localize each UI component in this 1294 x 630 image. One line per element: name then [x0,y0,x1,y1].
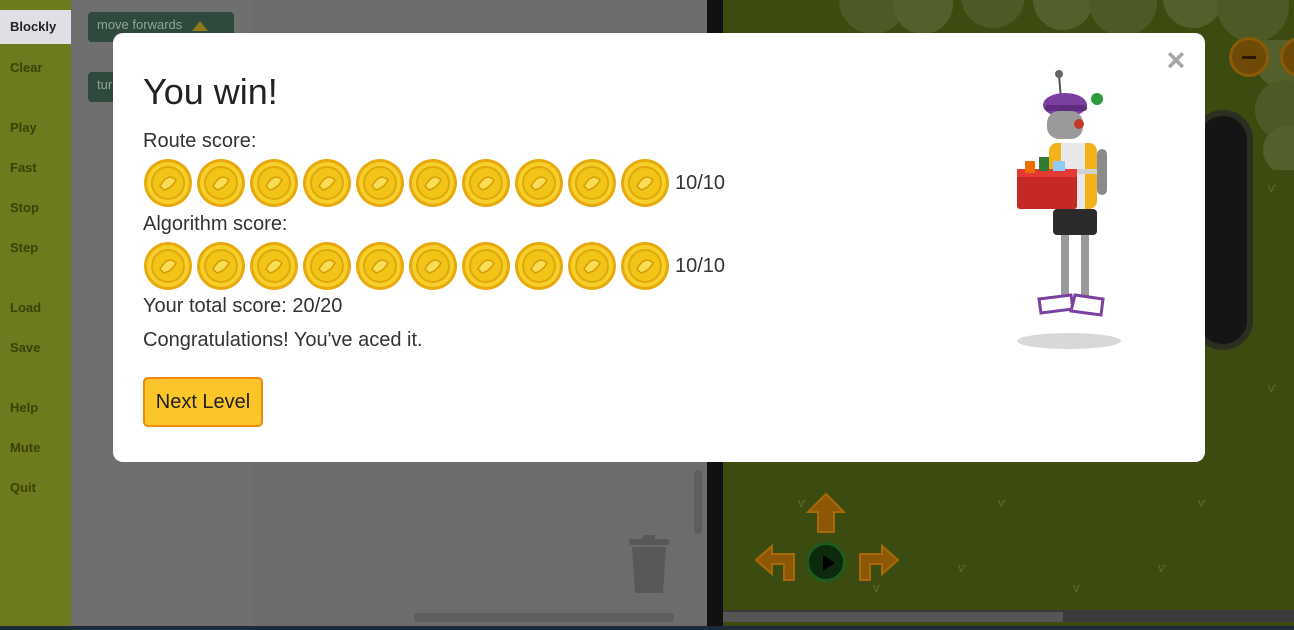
gold-coin-icon [621,242,669,290]
workspace-vertical-scrollbar[interactable] [694,470,702,534]
grass-sprout-icon: ѵ [998,495,1007,510]
algorithm-score-value: 10/10 [675,254,726,277]
congratulations-message: Congratulations! You've aced it. [143,329,423,351]
block-label: move forwards [97,17,183,32]
zoom-out-icon[interactable] [1229,37,1269,77]
side-tree [1255,40,1294,170]
next-level-button[interactable]: Next Level [143,377,263,427]
step-button[interactable]: Step [10,240,39,255]
menu-gap [0,268,71,288]
play-icon[interactable] [806,542,846,582]
tree-canopy [839,0,1289,42]
gold-coin-icon [197,159,245,207]
gold-coin-icon [144,159,192,207]
mute-button[interactable]: Mute [10,440,41,455]
gold-coin-icon [250,159,298,207]
save-button[interactable]: Save [10,340,41,355]
gold-coin-icon [356,242,404,290]
map-scrollbar-thumb[interactable] [723,612,1063,622]
grass-sprout-icon: ѵ [958,560,967,575]
turn-right-icon[interactable] [856,542,900,582]
menu-gap [0,88,71,108]
route-coin-row: 10/10 [143,157,725,209]
gold-coin-icon [197,242,245,290]
turn-left-icon[interactable] [754,542,798,582]
algorithm-coin-row: 10/10 [143,240,725,292]
help-button[interactable]: Help [10,400,39,415]
arrow-up-icon [192,20,209,31]
robot-mascot [1017,70,1121,349]
total-score: Your total score: 20/20 [143,295,343,317]
sidebar-menu: Blockly Clear Play Fast Stop Step Load S… [0,0,71,630]
play-button[interactable]: Play [10,120,37,135]
gold-coin-icon [303,159,351,207]
route-score-label: Route score: [143,130,257,152]
taskbar-strip [0,626,1294,630]
grass-sprout-icon: ѵ [1158,560,1167,575]
dialog-title: You win! [143,71,278,112]
gold-coin-icon [462,159,510,207]
grass-sprout-icon: ѵ [1198,495,1207,510]
load-button[interactable]: Load [10,300,42,315]
gold-coin-icon [568,159,616,207]
gold-coin-icon [568,242,616,290]
grass-sprout-icon: ѵ [1268,180,1277,195]
grass-sprout-icon: ѵ [873,580,882,595]
stop-button[interactable]: Stop [10,200,39,215]
clear-button[interactable]: Clear [10,60,43,75]
grass-sprout-icon: ѵ [1073,580,1082,595]
route-score-value: 10/10 [675,171,726,194]
gold-coin-icon [356,159,404,207]
gold-coin-icon [621,159,669,207]
arrow-up-icon[interactable] [806,492,846,534]
trash-icon[interactable] [627,535,671,595]
gold-coin-icon [409,242,457,290]
tab-blockly[interactable]: Blockly [0,10,71,44]
gold-coin-icon [515,159,563,207]
fast-button[interactable]: Fast [10,160,37,175]
block-label: tur [97,77,113,92]
gold-coin-icon [462,242,510,290]
gold-coin-icon [144,242,192,290]
quit-button[interactable]: Quit [10,480,36,495]
grass-sprout-icon: ѵ [798,495,807,510]
grass-sprout-icon: ѵ [1268,380,1277,395]
gold-coin-icon [409,159,457,207]
workspace-horizontal-scrollbar[interactable] [414,613,674,622]
gold-coin-icon [250,242,298,290]
algorithm-score-label: Algorithm score: [143,213,288,235]
close-icon[interactable]: × [1166,42,1186,78]
win-dialog: You win! × Route score: 10/10 Algorithm … [113,33,1205,462]
gold-coin-icon [303,242,351,290]
gold-coin-icon [515,242,563,290]
menu-gap [0,368,71,388]
